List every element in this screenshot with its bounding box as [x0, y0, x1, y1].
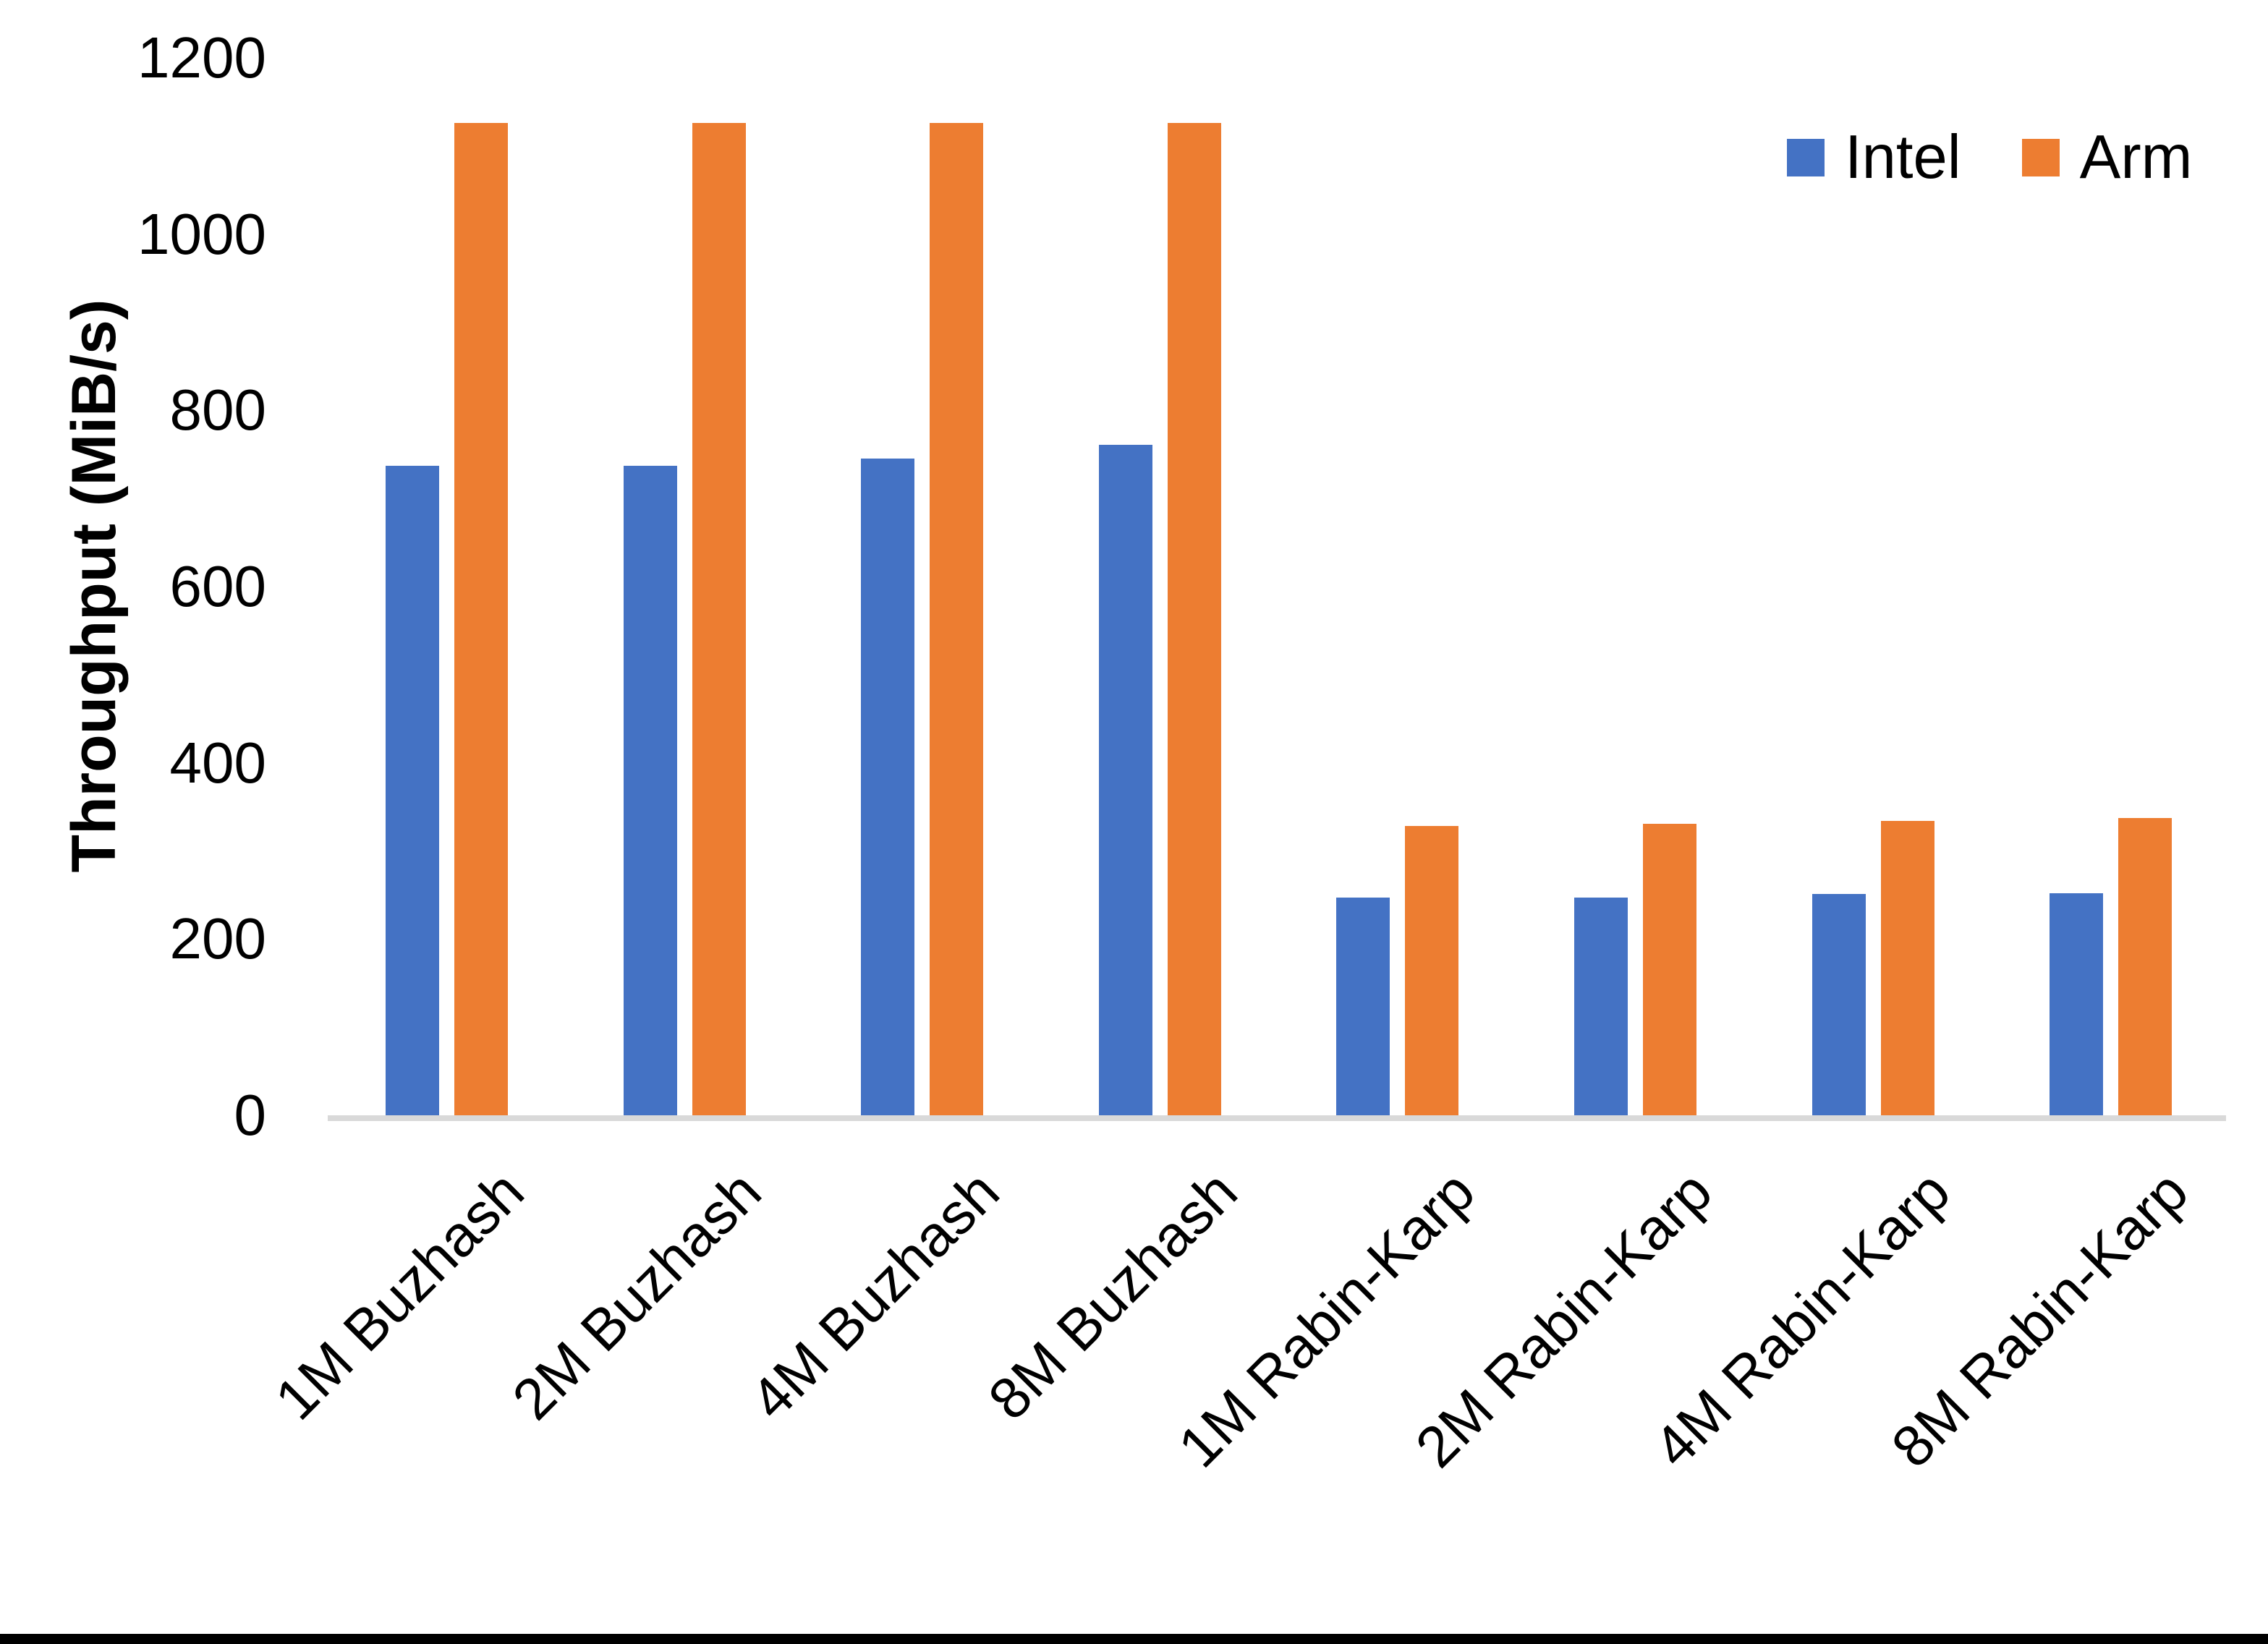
- legend-item-intel: Intel: [1787, 122, 1961, 194]
- legend-item-arm: Arm: [2021, 122, 2193, 194]
- x-label-2m-buzhash: 2M Buzhash: [500, 1159, 774, 1432]
- bar-arm-1m-rabin-karp: [1405, 826, 1459, 1115]
- legend-label-intel: Intel: [1845, 123, 1961, 192]
- bar-intel-2m-rabin-karp: [1574, 898, 1628, 1115]
- bar-arm-4m-rabin-karp: [1880, 821, 1934, 1115]
- bar-arm-8m-rabin-karp: [2118, 818, 2173, 1115]
- y-tick-label-1200: 1200: [137, 25, 266, 90]
- y-axis-title: Throughput (MiB/s): [59, 299, 129, 873]
- bar-arm-2m-rabin-karp: [1643, 823, 1696, 1115]
- bar-intel-4m-buzhash: [861, 459, 915, 1115]
- y-tick-label-800: 800: [169, 378, 266, 443]
- arm-legend-swatch-icon: [2021, 139, 2060, 176]
- x-axis-line: [328, 1115, 2226, 1121]
- x-label-1m-buzhash: 1M Buzhash: [263, 1159, 536, 1432]
- x-label-4m-buzhash: 4M Buzhash: [738, 1159, 1011, 1432]
- bar-arm-8m-buzhash: [1167, 122, 1221, 1115]
- bar-intel-8m-buzhash: [1098, 444, 1152, 1115]
- y-tick-label-400: 400: [169, 730, 266, 795]
- y-tick-label-0: 0: [234, 1083, 267, 1147]
- y-tick-label-600: 600: [169, 553, 266, 618]
- legend-label-arm: Arm: [2079, 123, 2193, 192]
- bar-intel-4m-rabin-karp: [1812, 894, 1866, 1115]
- chart-legend: Intel Arm: [1787, 122, 2192, 194]
- bar-arm-1m-buzhash: [454, 122, 508, 1115]
- bar-intel-2m-buzhash: [623, 465, 677, 1115]
- bar-arm-2m-buzhash: [692, 122, 746, 1115]
- bar-intel-1m-buzhash: [386, 465, 439, 1115]
- bottom-border: [0, 1634, 2268, 1644]
- bar-intel-1m-rabin-karp: [1336, 898, 1390, 1115]
- intel-legend-swatch-icon: [1787, 139, 1825, 176]
- bar-intel-8m-rabin-karp: [2050, 893, 2104, 1115]
- y-tick-label-200: 200: [169, 906, 266, 971]
- y-tick-label-1000: 1000: [137, 201, 266, 266]
- bar-arm-4m-buzhash: [930, 122, 984, 1115]
